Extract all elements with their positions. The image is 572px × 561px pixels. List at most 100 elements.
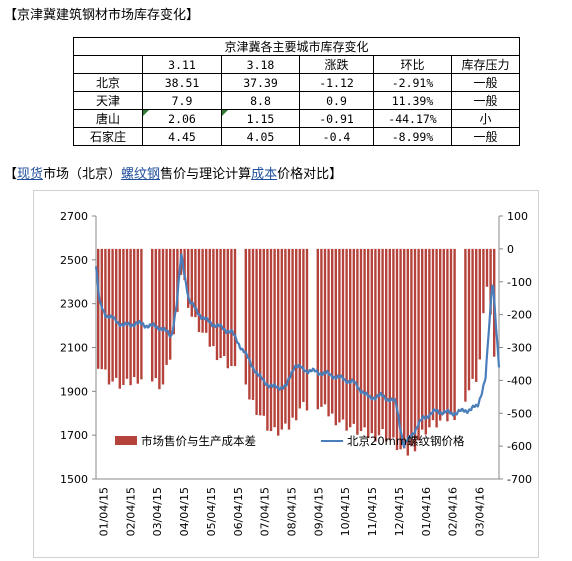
bar (421, 248, 424, 430)
bar (302, 248, 305, 402)
x-tick-label: 02/04/15 (124, 487, 137, 536)
bar (316, 248, 319, 410)
bar (334, 248, 337, 426)
bar (385, 248, 388, 442)
bar (388, 248, 391, 440)
inventory-table: 京津冀各主要城市库存变化 3.11 3.18 涨跌 环比 库存压力 北京 38.… (72, 37, 521, 146)
bar (226, 248, 229, 369)
value-cell: 4.05 (221, 127, 300, 146)
bar (403, 248, 406, 449)
change-cell: 0.9 (299, 91, 374, 110)
bar (118, 248, 121, 389)
x-tick-label: 12/04/15 (393, 487, 406, 536)
bar (410, 248, 413, 447)
bar (327, 248, 330, 417)
y-right-tick-label: -300 (507, 342, 532, 355)
change-cell: -1.12 (299, 73, 374, 92)
ratio-cell: -2.91% (373, 73, 452, 92)
rebar-link[interactable]: 螺纹钢 (121, 167, 161, 182)
header-cell: 环比 (373, 55, 452, 74)
bar (377, 248, 381, 436)
y-left-tick-label: 2500 (60, 254, 88, 267)
bar (424, 248, 427, 435)
bar (417, 248, 420, 441)
table-row: 石家庄 4.45 4.05 -0.4 -8.99% 一般 (73, 127, 521, 146)
value-cell: 1.15 (221, 109, 300, 128)
bar (197, 248, 201, 333)
heading-text: 市场（北京） (43, 167, 122, 182)
inventory-table-container: 京津冀各主要城市库存变化 3.11 3.18 涨跌 环比 库存压力 北京 38.… (72, 37, 521, 146)
bar (464, 248, 467, 402)
bar (359, 248, 363, 432)
x-tick-label: 06/04/15 (232, 487, 245, 536)
table-title-row: 京津冀各主要城市库存变化 (72, 37, 521, 56)
city-cell: 北京 (73, 73, 143, 92)
legend-bar-label: 市场售价与生产成本差 (141, 434, 256, 448)
x-tick-label: 03/04/16 (474, 487, 487, 536)
city-cell: 石家庄 (73, 127, 143, 146)
ratio-cell: -44.17% (373, 109, 452, 128)
bar (223, 248, 226, 356)
bar (356, 248, 359, 435)
bar (151, 248, 154, 382)
bar (367, 248, 370, 439)
y-right-tick-label: -400 (507, 374, 532, 387)
bar (284, 248, 287, 424)
bar (449, 248, 453, 415)
bar (273, 248, 276, 428)
bar (295, 248, 298, 421)
bar (338, 248, 341, 423)
bar (323, 248, 327, 405)
chart-frame: 1500 1700 1900 2100 2300 2500 2700 -700 -600 -500… (33, 190, 539, 558)
section-heading-inventory: 【京津冀建筑钢材市场库存变化】 (4, 8, 200, 23)
price-line (94, 253, 501, 449)
header-cell: 涨跌 (299, 55, 374, 74)
bar (291, 248, 294, 418)
y-right-tick-label: -500 (507, 407, 532, 420)
y-right-tick-label: -600 (507, 440, 532, 453)
bar (478, 248, 481, 360)
bar (352, 248, 355, 424)
bar (212, 248, 215, 347)
bar (345, 248, 348, 431)
heading-text: 价格对比】 (277, 167, 343, 182)
bar (453, 248, 456, 420)
bar (154, 248, 157, 379)
bar (435, 248, 438, 428)
bar (446, 248, 449, 422)
x-tick-label: 11/04/15 (366, 487, 379, 536)
bar (187, 248, 190, 308)
bar (183, 248, 186, 281)
pressure-cell: 一般 (450, 73, 521, 92)
cost-link[interactable]: 成本 (251, 167, 278, 182)
y-right-tick-label: 0 (507, 243, 514, 256)
pressure-cell: 小 (450, 109, 521, 128)
bar (280, 248, 283, 430)
bar (129, 248, 132, 386)
heading-bracket-open: 【 (4, 167, 18, 182)
y-left-tick-label: 2700 (60, 210, 88, 223)
bar (176, 248, 179, 312)
bar (115, 248, 118, 378)
bar (255, 248, 258, 415)
y-right-tick-label: -700 (507, 473, 532, 486)
price-cost-chart: 1500 1700 1900 2100 2300 2500 2700 -700 -600 -500… (60, 210, 532, 536)
bar (111, 248, 114, 382)
bar (201, 248, 204, 333)
bar (305, 248, 309, 411)
header-cell (73, 55, 143, 74)
spot-link[interactable]: 现货 (17, 167, 44, 182)
value-cell: 38.51 (142, 73, 222, 92)
bar (413, 248, 417, 452)
table-row: 唐山 2.06 1.15 -0.91 -44.17% 小 (73, 109, 521, 128)
header-cell: 3.11 (142, 55, 222, 74)
y-right-tick-label: -200 (507, 309, 532, 322)
bar (133, 248, 136, 378)
bar (439, 248, 442, 421)
legend-line-label: 北京20mm螺纹钢价格 (347, 434, 465, 448)
y-right-tick-label: 100 (507, 210, 528, 223)
ratio-cell: -8.99% (373, 127, 452, 146)
bar (190, 248, 193, 317)
bar (399, 248, 402, 450)
x-tick-label: 10/04/15 (339, 487, 352, 536)
